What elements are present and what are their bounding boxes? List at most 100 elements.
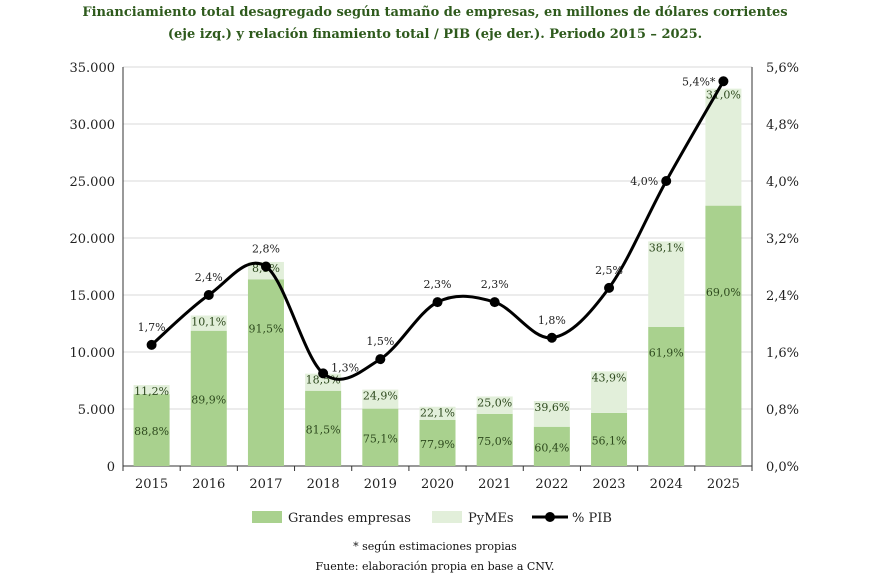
data-label-grandes: 75,0% <box>477 435 512 448</box>
chart-svg: 0 5.000 10.000 15.000 20.000 25.000 30.000 35.0… <box>70 61 800 526</box>
data-label-pymes: 11,2% <box>134 385 169 398</box>
bar-grandes-empresas <box>648 326 685 466</box>
point-pib <box>260 261 271 272</box>
title-line-2: (eje izq.) y relación finamiento total /… <box>167 27 703 42</box>
y2-tick-label: 3,2% <box>766 232 799 247</box>
legend-swatch-grandes <box>252 511 282 523</box>
legend-label-pymes: PyMEs <box>468 511 514 526</box>
bar-grandes-empresas <box>419 419 456 466</box>
point-pib <box>203 290 214 300</box>
y-tick-label: 15.000 <box>70 289 116 304</box>
x-tick-label: 2018 <box>307 477 340 492</box>
bar-pymes <box>591 371 628 413</box>
data-label-pib: 1,7% <box>138 321 166 334</box>
data-label-pymes: 38,1% <box>649 241 684 254</box>
data-label-grandes: 77,9% <box>420 438 455 451</box>
bar-pymes <box>705 88 742 206</box>
data-label-grandes: 81,5% <box>306 423 341 436</box>
data-label-pib: 2,3% <box>481 278 509 291</box>
data-label-grandes: 60,4% <box>534 441 569 454</box>
line-pib <box>150 80 725 381</box>
data-label-pib: 5,4%* <box>682 75 716 88</box>
bar-pymes <box>362 389 399 409</box>
y-tick-label: 5.000 <box>78 403 115 418</box>
data-label-grandes: 69,0% <box>706 286 741 299</box>
x-tick-label: 2020 <box>421 477 454 492</box>
x-tick-label: 2016 <box>192 477 225 492</box>
title-line-1: Financiamiento total desagregado según t… <box>82 5 788 20</box>
bar-grandes-empresas <box>190 330 227 466</box>
point-pib <box>604 282 615 293</box>
point-pib <box>318 368 329 379</box>
bar-grandes-empresas <box>591 412 628 466</box>
y2-tick-label: 4,0% <box>766 175 799 190</box>
bar-pymes <box>133 385 170 395</box>
data-label-pymes: 22,1% <box>420 407 455 420</box>
point-pib <box>546 332 557 343</box>
data-label-pib: 1,3% <box>331 361 359 374</box>
y2-tick-label: 0,0% <box>766 460 799 475</box>
data-label-pib: 4,0% <box>630 175 658 188</box>
legend-swatch-pymes <box>432 511 462 523</box>
data-label-pymes: 10,1% <box>191 316 226 329</box>
chart-title: Financiamiento total desagregado según t… <box>0 2 870 46</box>
x-tick-label: 2021 <box>478 477 511 492</box>
data-label-pib: 1,5% <box>366 335 394 348</box>
y2-tick-label: 1,6% <box>766 346 799 361</box>
bar-grandes-empresas <box>705 205 742 466</box>
point-pib <box>489 297 500 308</box>
y-tick-label: 25.000 <box>70 175 116 190</box>
legend-label-grandes: Grandes empresas <box>288 511 411 526</box>
y-tick-label: 20.000 <box>70 232 116 247</box>
estimate-note: * según estimaciones propias <box>353 540 517 553</box>
x-tick-label: 2017 <box>249 477 282 492</box>
data-label-grandes: 56,1% <box>592 434 627 447</box>
bar-pymes <box>533 401 570 427</box>
x-tick-label: 2015 <box>135 477 168 492</box>
point-pib <box>432 297 443 308</box>
x-tick-label: 2022 <box>535 477 568 492</box>
point-pib <box>146 339 157 350</box>
y2-tick-label: 4,8% <box>766 118 799 133</box>
data-label-pymes: 43,9% <box>592 371 627 384</box>
bar-grandes-empresas <box>305 390 342 466</box>
bar-grandes-empresas <box>133 394 170 466</box>
y-tick-label: 30.000 <box>70 118 116 133</box>
bar-grandes-empresas <box>362 408 399 466</box>
y2-tick-label: 0,8% <box>766 403 799 418</box>
data-label-grandes: 75,1% <box>363 432 398 445</box>
data-label-pymes: 25,0% <box>477 396 512 409</box>
bar-grandes-empresas <box>533 426 570 466</box>
bar-grandes-empresas <box>476 413 513 466</box>
x-tick-label: 2019 <box>364 477 397 492</box>
data-label-pib: 2,8% <box>252 243 280 256</box>
x-tick-label: 2025 <box>707 477 740 492</box>
source-note: Fuente: elaboración propia en base a CNV… <box>315 560 555 573</box>
data-label-pib: 1,8% <box>538 314 566 327</box>
y-tick-label: 35.000 <box>70 61 116 76</box>
data-label-pib: 2,5% <box>595 264 623 277</box>
bar-pymes <box>476 396 513 414</box>
data-label-grandes: 89,9% <box>191 393 226 406</box>
data-label-grandes: 91,5% <box>248 323 283 336</box>
y2-tick-label: 2,4% <box>766 289 799 304</box>
bar-pymes <box>648 241 685 327</box>
point-pib <box>718 76 729 87</box>
legend-marker-pib <box>545 512 555 522</box>
x-tick-label: 2023 <box>592 477 625 492</box>
y-tick-label: 0 <box>107 460 115 475</box>
bar-pymes <box>419 406 456 420</box>
bar-pymes <box>190 315 227 331</box>
x-tick-label: 2024 <box>650 477 683 492</box>
point-pib <box>375 354 386 365</box>
data-label-pib: 2,4% <box>195 271 223 284</box>
data-label-pymes: 24,9% <box>363 390 398 403</box>
data-label-pymes: 39,6% <box>534 401 569 414</box>
data-label-grandes: 61,9% <box>649 346 684 359</box>
y-tick-label: 10.000 <box>70 346 116 361</box>
legend-label-pib: % PIB <box>572 511 612 526</box>
point-pib <box>661 176 672 186</box>
y2-tick-label: 5,6% <box>766 61 799 76</box>
data-label-grandes: 88,8% <box>134 425 169 438</box>
bar-grandes-empresas <box>247 279 284 466</box>
